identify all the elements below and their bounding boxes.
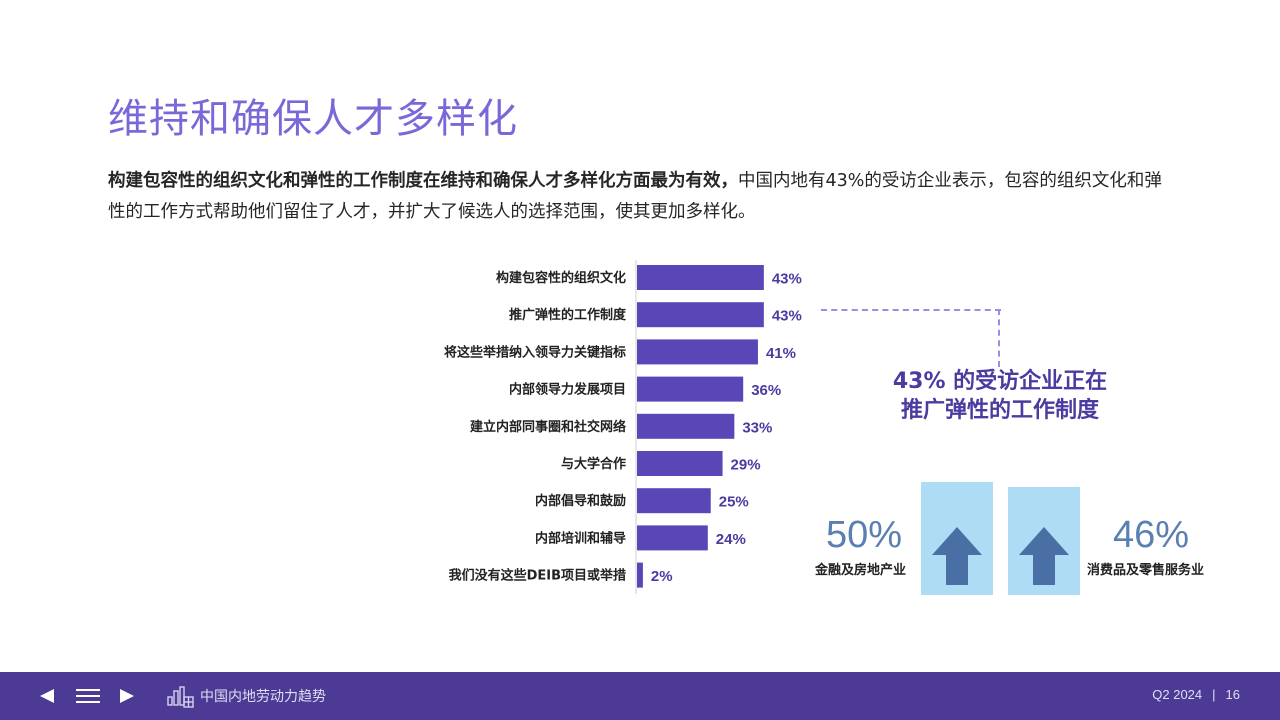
value-label: 33% (742, 419, 772, 436)
prev-button[interactable] (38, 672, 56, 720)
triangle-left-icon (40, 689, 54, 703)
value-label: 43% (772, 308, 802, 325)
next-button[interactable] (118, 672, 136, 720)
footer-page-number: 16 (1225, 687, 1240, 702)
building-chart-icon (166, 672, 194, 720)
value-label: 41% (766, 345, 796, 362)
value-label: 36% (751, 382, 781, 399)
value-label: 25% (719, 494, 749, 511)
stat-value-retail: 46% (1113, 514, 1190, 556)
footer-separator: | (1212, 687, 1216, 702)
bar (637, 339, 758, 365)
footer-brand: 中国内地劳动力趋势 (200, 689, 326, 705)
category-label: 我们没有这些DEIB项目或举措 (449, 568, 626, 584)
category-label: 内部培训和辅导 (535, 530, 626, 546)
value-label: 24% (716, 531, 746, 548)
stat-label-retail: 消费品及零售服务业 (1087, 563, 1205, 578)
category-label: 将这些举措纳入领导力关键指标 (444, 344, 626, 360)
value-label: 43% (772, 271, 802, 288)
intro-paragraph: 构建包容性的组织文化和弹性的工作制度在维持和确保人才多样化方面最为有效，中国内地… (108, 166, 1178, 228)
category-label: 推广弹性的工作制度 (509, 307, 627, 323)
stat-value-finance: 50% (826, 514, 903, 556)
callout-connector-horizontal (821, 309, 1001, 311)
menu-button[interactable] (76, 672, 100, 720)
callout-connector-vertical (998, 309, 1000, 367)
bar (637, 488, 711, 514)
footer-page-info: Q2 2024 | 16 (1152, 687, 1240, 702)
bar (637, 265, 764, 290)
up-arrow-icon (921, 525, 993, 587)
hamburger-menu-icon (76, 689, 100, 703)
stat-box-retail (1008, 487, 1080, 595)
callout-line-1: 43% 的受访企业正在 (892, 369, 1108, 394)
bar (637, 562, 643, 588)
category-label: 与大学合作 (561, 456, 626, 472)
callout-text: 43% 的受访企业正在 推广弹性的工作制度 (850, 367, 1150, 425)
footer-bar: 中国内地劳动力趋势 Q2 2024 | 16 (0, 672, 1280, 720)
up-arrow-icon (1008, 525, 1080, 587)
category-label: 内部领导力发展项目 (509, 382, 626, 398)
value-label: 2% (651, 568, 673, 585)
triangle-right-icon (120, 689, 134, 703)
bar (637, 302, 764, 328)
stat-box-finance (921, 482, 993, 595)
footer-period: Q2 2024 (1152, 687, 1203, 702)
bar (637, 525, 708, 551)
category-label: 建立内部同事圈和社交网络 (470, 419, 626, 435)
category-label: 构建包容性的组织文化 (496, 270, 626, 286)
bar (637, 451, 723, 476)
intro-highlight: 构建包容性的组织文化和弹性的工作制度在维持和确保人才多样化方面最为有效， (108, 171, 738, 191)
callout-line-2: 推广弹性的工作制度 (900, 398, 1099, 423)
intro-text: 中国内地有43%的受访企业表示，包容的组织文化和弹性的工作方式帮助他们留住了人才… (108, 171, 1162, 222)
category-label: 内部倡导和鼓励 (535, 493, 626, 509)
bar (637, 376, 744, 402)
stat-label-finance: 金融及房地产业 (815, 563, 907, 578)
page-title: 维持和确保人才多样化 (108, 96, 518, 142)
value-label: 29% (731, 457, 761, 474)
bar (637, 413, 735, 439)
